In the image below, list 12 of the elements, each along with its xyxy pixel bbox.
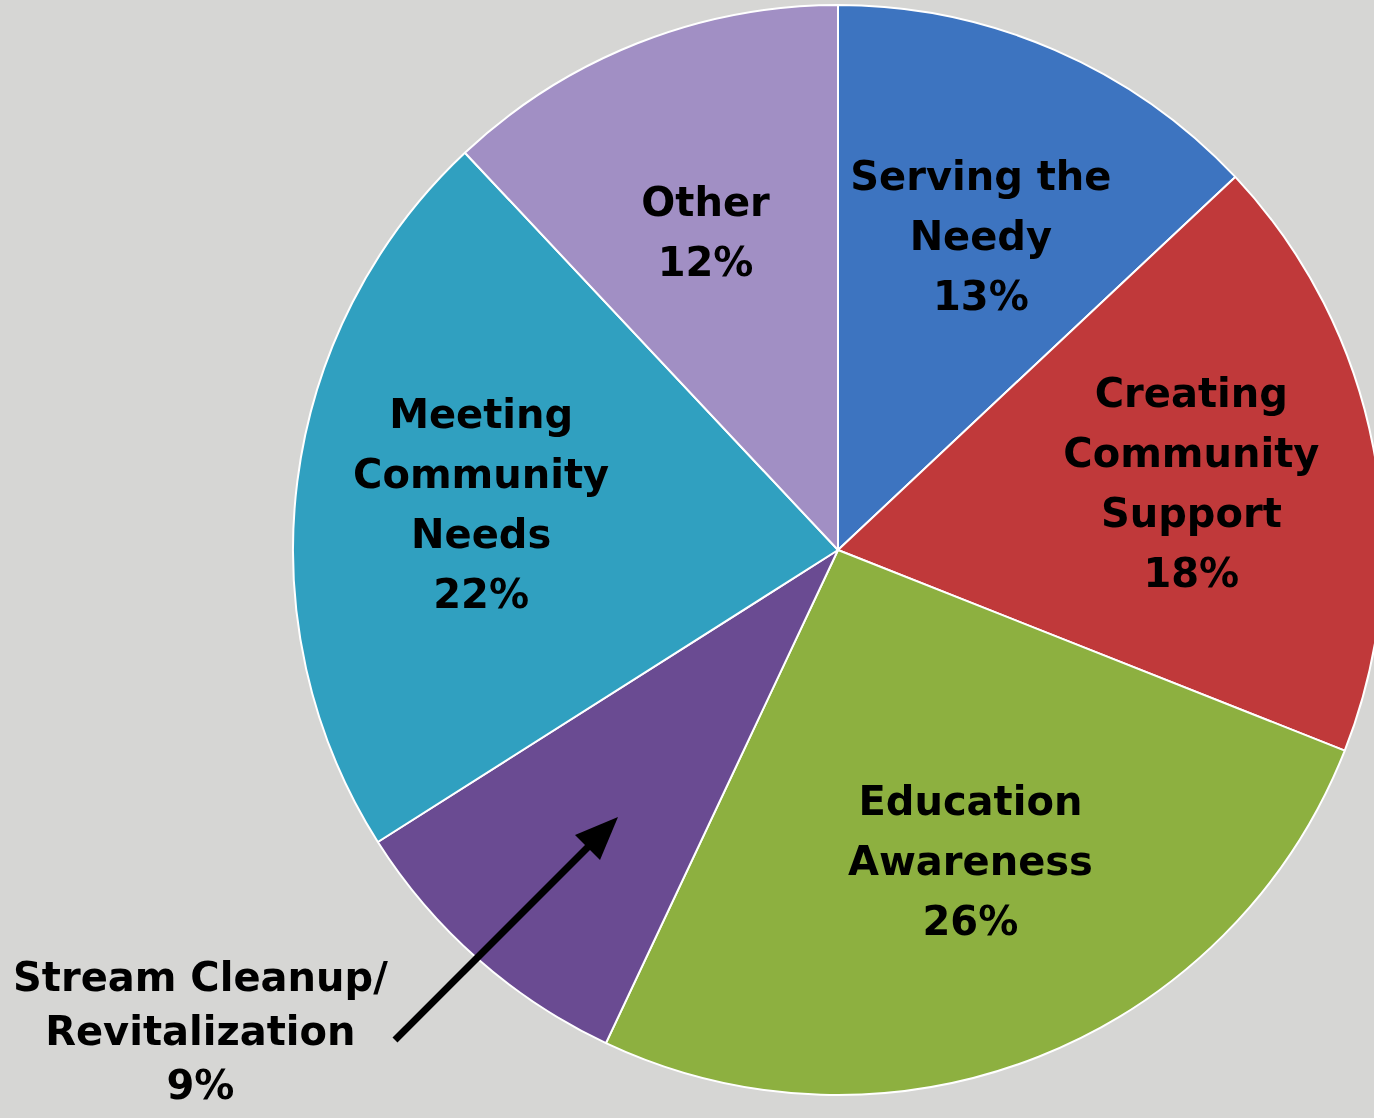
slice-label: Education Awareness: [847, 777, 1093, 884]
data-label: 13%: [932, 273, 1029, 320]
data-label: 26%: [922, 897, 1019, 944]
data-label: 9%: [166, 1061, 235, 1108]
data-label: 12%: [657, 239, 754, 286]
slice-label: Creating Community Support: [1063, 370, 1320, 537]
slice-label: Other: [641, 179, 771, 226]
slice-label: Stream Cleanup/Revitalization: [12, 953, 389, 1054]
data-label: 18%: [1143, 550, 1240, 597]
slice-label: Serving the Needy: [850, 153, 1112, 260]
data-label: 22%: [433, 571, 530, 618]
slice-label: Meeting Community Needs: [353, 391, 610, 558]
